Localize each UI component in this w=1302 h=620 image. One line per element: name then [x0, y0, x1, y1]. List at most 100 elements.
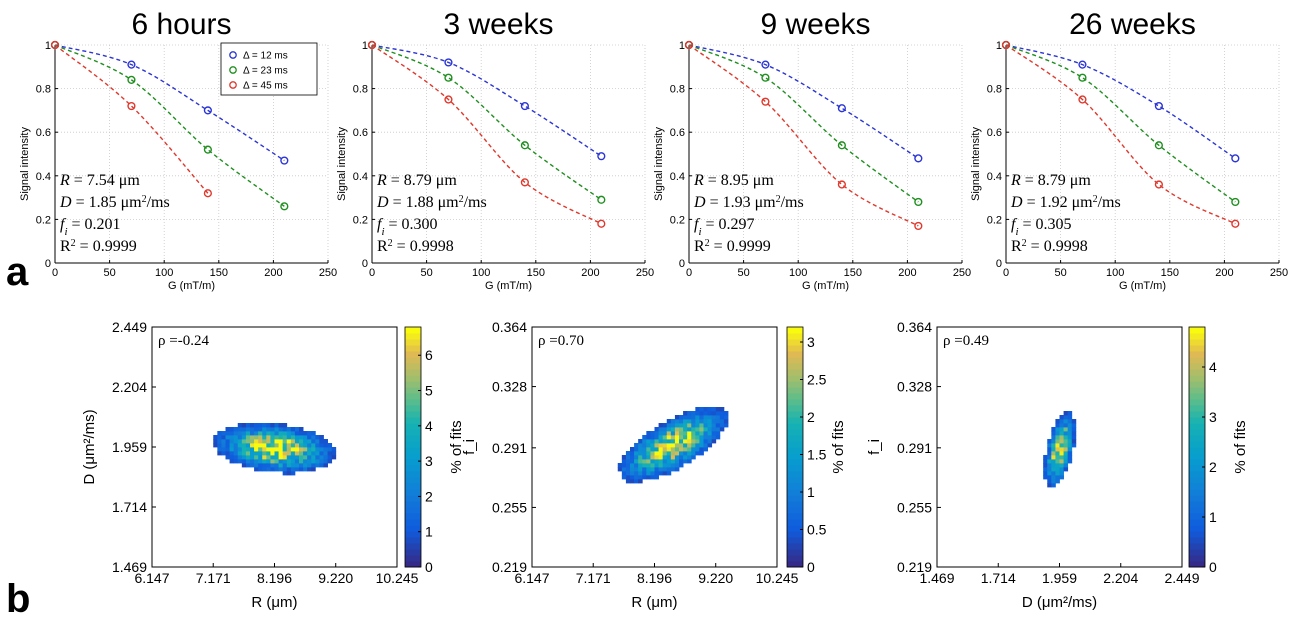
heat-cell	[282, 447, 288, 452]
heat-cell	[225, 451, 230, 456]
y-tick-label: 0.4	[353, 171, 368, 183]
heat-cell	[674, 459, 680, 464]
series-line	[688, 44, 919, 227]
heat-cell	[311, 447, 316, 452]
heat-cell	[233, 455, 239, 460]
heat-cell	[237, 439, 243, 444]
heat-cell	[650, 447, 655, 452]
heat-cell	[670, 431, 676, 436]
heat-cell	[679, 419, 684, 424]
heat-cell	[679, 463, 684, 468]
heat-cell	[1055, 435, 1060, 440]
x-tick-label: 7.171	[196, 570, 231, 586]
heat-cell	[266, 443, 271, 448]
correlation-label: ρ =-0.24	[158, 333, 209, 349]
colorbar-segment	[1189, 351, 1205, 358]
colorbar-segment	[405, 495, 421, 502]
heat-cell	[1051, 455, 1056, 460]
heat-cell	[687, 415, 692, 420]
colorbar-segment	[787, 357, 803, 364]
heat-cell	[250, 439, 255, 444]
annotation-R2: R2 = 0.9999	[694, 238, 771, 256]
colorbar-frame	[1188, 326, 1206, 568]
heat-cell	[1051, 475, 1056, 480]
heat-cell	[1071, 427, 1077, 432]
heat-cell	[630, 459, 635, 464]
y-tick-label: 0.2	[987, 214, 1002, 226]
colorbar-segment	[787, 465, 803, 472]
heat-cell	[1059, 467, 1064, 472]
heat-cell	[1067, 411, 1073, 416]
legend-box	[220, 42, 318, 96]
colorbar-segment	[1189, 453, 1205, 460]
x-tick-label: 10.245	[376, 570, 419, 586]
heat-cell	[217, 447, 222, 452]
heat-cell	[229, 435, 235, 440]
y-tick-label: 2.449	[112, 319, 147, 335]
heat-cell	[658, 427, 664, 432]
heat-cell	[1067, 455, 1073, 460]
heat-cell	[319, 443, 324, 448]
legend-entry: Δ = 12 ms	[243, 51, 288, 62]
heat-cell	[258, 435, 263, 440]
data-point	[597, 152, 606, 161]
x-tick-label: 7.171	[576, 570, 611, 586]
heat-cell	[691, 447, 696, 452]
colorbar-segment	[787, 501, 803, 508]
heat-cell	[707, 439, 713, 444]
heat-cell	[621, 463, 627, 468]
heat-cell	[1063, 423, 1069, 428]
heat-cell	[1059, 447, 1064, 452]
heat-cell	[237, 443, 243, 448]
colorbar-tick-label: 1.5	[807, 447, 827, 463]
heat-cell	[1071, 431, 1077, 436]
heat-cell	[1059, 455, 1064, 460]
heat-cell	[278, 451, 284, 456]
heat-cell	[715, 407, 721, 412]
heat-cell	[254, 459, 259, 464]
colorbar-segment	[405, 453, 421, 460]
x-tick-label: 200	[581, 267, 599, 279]
heat-cell	[311, 463, 316, 468]
heat-cell	[1055, 467, 1060, 472]
heat-cell	[323, 451, 328, 456]
colorbar-tick-label: 4	[1209, 359, 1217, 375]
heat-cell	[683, 427, 688, 432]
heat-cell	[674, 439, 680, 444]
heat-cell	[699, 419, 704, 424]
heat-cell	[1067, 415, 1073, 420]
heat-cell	[1067, 423, 1073, 428]
heat-cell	[299, 427, 304, 432]
heat-cell	[323, 443, 328, 448]
colorbar-segment	[405, 519, 421, 526]
heat-cell	[323, 447, 328, 452]
heat-cell	[679, 451, 684, 456]
colorbar-segment	[405, 345, 421, 352]
heat-cell	[270, 459, 275, 464]
y-tick-label: 1	[996, 40, 1002, 52]
heat-cell	[262, 427, 267, 432]
heat-cell	[1051, 479, 1056, 484]
annotation-D: D = 1.92 μm2/ms	[1010, 194, 1121, 212]
y-tick-label: 0.219	[897, 559, 932, 575]
heat-cell	[1055, 471, 1060, 476]
heat-cell	[642, 475, 647, 480]
heat-cell	[662, 423, 668, 428]
heat-cell	[638, 451, 643, 456]
data-point	[203, 189, 212, 198]
heat-cell	[638, 455, 643, 460]
y-tick-label: 0.2	[36, 214, 51, 226]
colorbar-segment	[1189, 327, 1205, 334]
heat-cell	[1059, 415, 1064, 420]
heat-cell	[670, 423, 676, 428]
chart-title: 6 hours	[131, 8, 231, 41]
heat-cell	[703, 431, 708, 436]
y-tick-label: 2.204	[112, 379, 147, 395]
x-tick-label: 0	[686, 267, 692, 279]
heat-cell	[654, 471, 659, 476]
heat-cell	[650, 431, 655, 436]
heat-cell	[691, 439, 696, 444]
heat-cell	[642, 447, 647, 452]
heat-cell	[695, 439, 700, 444]
series-line	[1005, 44, 1236, 203]
